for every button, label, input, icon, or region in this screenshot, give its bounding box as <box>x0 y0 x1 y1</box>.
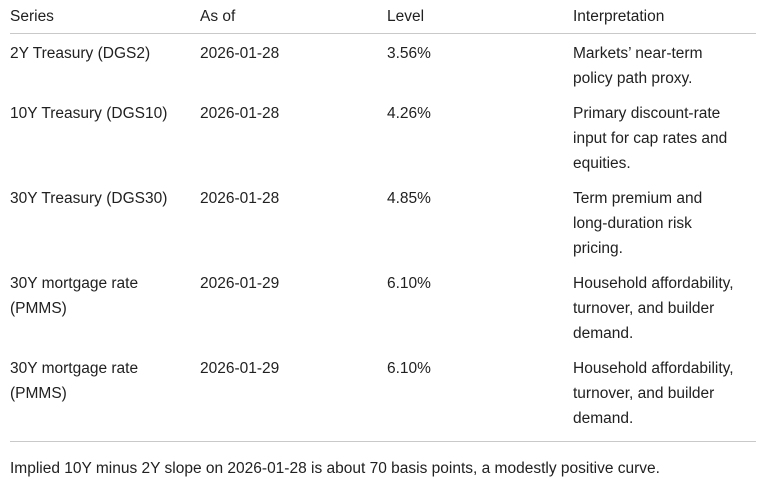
series-cell: 30Y Treasury (DGS30) <box>10 190 168 207</box>
column-header-series: Series <box>10 0 200 34</box>
level-cell: 4.26% <box>387 105 431 122</box>
table-row: 10Y Treasury (DGS10) 2026-01-28 4.26% Pr… <box>10 94 756 179</box>
series-cell: 10Y Treasury (DGS10) <box>10 105 168 122</box>
column-header-interpretation: Interpretation <box>573 0 756 34</box>
interpretation-cell: Term premium and long-duration risk pric… <box>573 190 703 257</box>
level-cell: 6.10% <box>387 349 573 442</box>
interpretation-cell: Household affordability, turnover, and b… <box>573 349 756 442</box>
as-of-cell: 2026-01-28 <box>200 45 280 62</box>
as-of-cell: 2026-01-28 <box>200 190 280 207</box>
as-of-cell: 2026-01-28 <box>200 105 280 122</box>
level-cell: 6.10% <box>387 275 431 292</box>
as-of-cell: 2026-01-29 <box>200 349 387 442</box>
column-header-level: Level <box>387 0 573 34</box>
table-row: 30Y mortgage rate (PMMS) 2026-01-29 6.10… <box>10 264 756 349</box>
column-header-as-of: As of <box>200 0 387 34</box>
interpretation-cell: Markets’ near-term policy path proxy. <box>573 45 703 87</box>
table-row: 30Y mortgage rate (PMMS) 2026-01-29 6.10… <box>10 349 756 442</box>
slope-footnote: Implied 10Y minus 2Y slope on 2026-01-28… <box>10 460 660 477</box>
interpretation-cell: Primary discount-rate input for cap rate… <box>573 105 728 172</box>
series-cell: 30Y mortgage rate (PMMS) <box>10 349 200 442</box>
rates-table-page: { "table": { "columns": { "series": "Ser… <box>10 0 756 477</box>
level-cell: 4.85% <box>387 190 431 207</box>
series-cell: 30Y mortgage rate (PMMS) <box>10 275 139 317</box>
table-header-row: Series As of Level Interpretation <box>10 0 756 34</box>
series-cell: 2Y Treasury (DGS2) <box>10 45 151 62</box>
as-of-cell: 2026-01-29 <box>200 275 280 292</box>
table-row: 30Y Treasury (DGS30) 2026-01-28 4.85% Te… <box>10 179 756 264</box>
rates-table: Series As of Level Interpretation 2Y Tre… <box>10 0 756 442</box>
interpretation-cell: Household affordability, turnover, and b… <box>573 275 734 342</box>
level-cell: 3.56% <box>387 45 431 62</box>
table-row: 2Y Treasury (DGS2) 2026-01-28 3.56% Mark… <box>10 34 756 95</box>
